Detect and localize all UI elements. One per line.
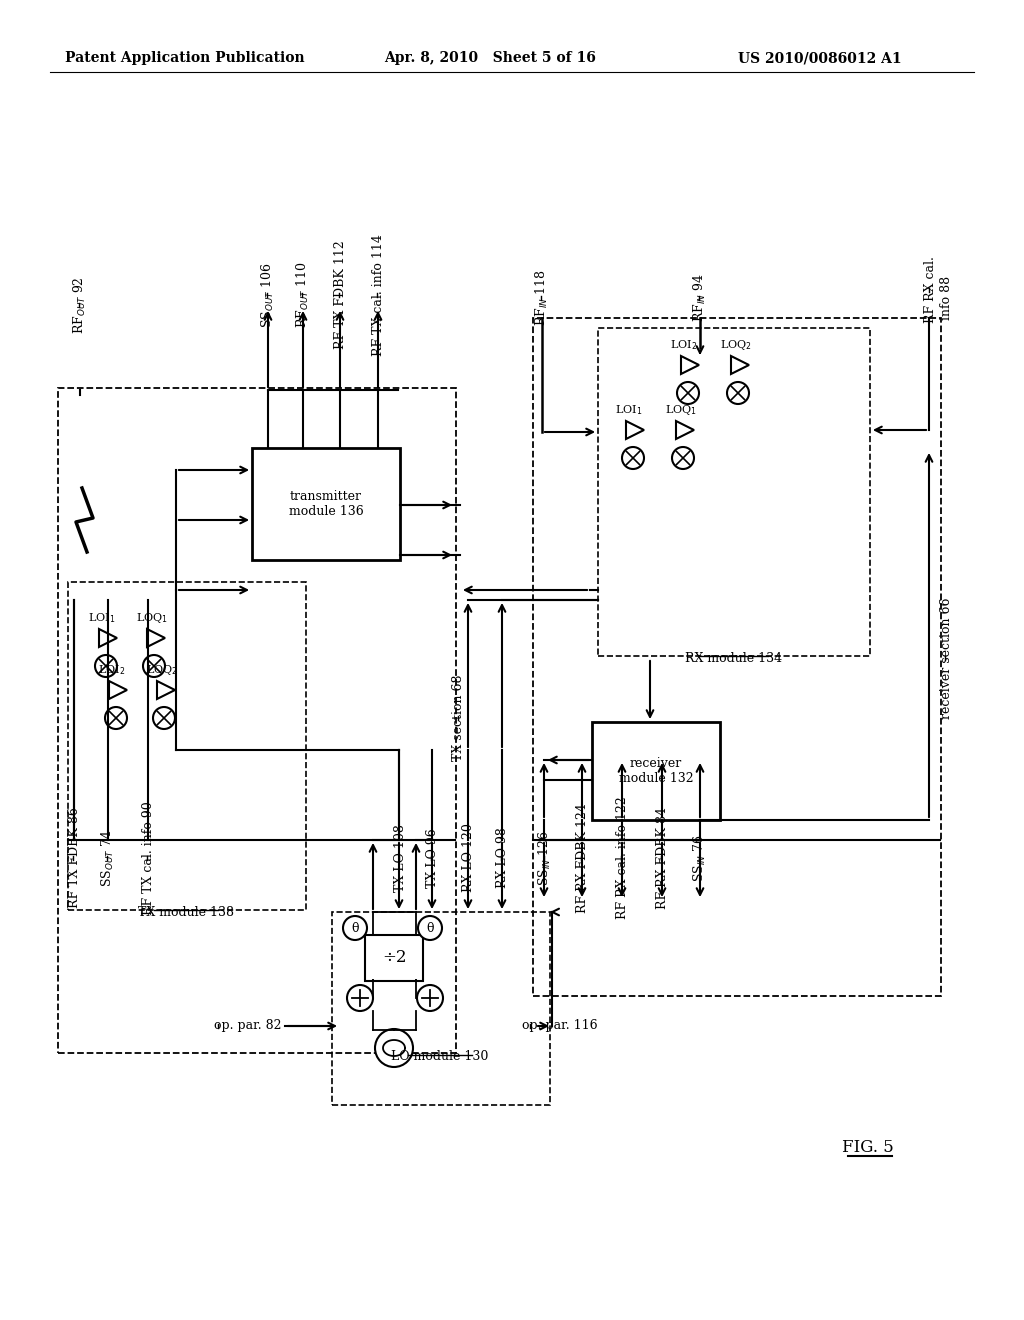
Text: RF RX FDBK 124: RF RX FDBK 124 bbox=[575, 803, 589, 913]
Text: TX section 68: TX section 68 bbox=[453, 675, 466, 762]
Text: RF TX FDBK 112: RF TX FDBK 112 bbox=[334, 240, 346, 350]
Text: SS$_{IN}$ 126: SS$_{IN}$ 126 bbox=[537, 830, 553, 886]
Text: RX LO 98: RX LO 98 bbox=[496, 828, 509, 888]
Circle shape bbox=[343, 916, 367, 940]
Text: SS$_{OUT}$ 74: SS$_{OUT}$ 74 bbox=[100, 829, 116, 887]
Bar bbox=[68, 582, 306, 909]
Text: RF$_{IN}$ 118: RF$_{IN}$ 118 bbox=[534, 269, 550, 326]
Text: RX LO 120: RX LO 120 bbox=[462, 824, 474, 892]
Circle shape bbox=[95, 655, 117, 677]
Circle shape bbox=[622, 447, 644, 469]
Text: LOQ$_2$: LOQ$_2$ bbox=[720, 338, 752, 352]
Bar bbox=[592, 722, 720, 820]
Circle shape bbox=[727, 381, 749, 404]
Text: RF RX cal.: RF RX cal. bbox=[924, 256, 937, 323]
Text: LOQ$_1$: LOQ$_1$ bbox=[665, 403, 697, 417]
Text: LO module 130: LO module 130 bbox=[391, 1051, 488, 1064]
Text: TX LO 96: TX LO 96 bbox=[426, 828, 438, 888]
Bar bbox=[332, 912, 550, 1105]
Text: RX module 134: RX module 134 bbox=[685, 652, 782, 664]
Text: info 88: info 88 bbox=[939, 276, 952, 319]
Text: TX module 138: TX module 138 bbox=[138, 906, 234, 919]
Text: op. par. 116: op. par. 116 bbox=[522, 1019, 598, 1032]
Text: RF$_{OUT}$ 92: RF$_{OUT}$ 92 bbox=[72, 276, 88, 334]
Text: transmitter
module 136: transmitter module 136 bbox=[289, 490, 364, 517]
Text: op. par. 82: op. par. 82 bbox=[214, 1019, 282, 1032]
Text: LOI$_1$: LOI$_1$ bbox=[88, 611, 116, 624]
Text: Patent Application Publication: Patent Application Publication bbox=[66, 51, 305, 65]
Circle shape bbox=[105, 708, 127, 729]
Circle shape bbox=[347, 985, 373, 1011]
Text: TX LO 108: TX LO 108 bbox=[393, 824, 407, 892]
Text: LOI$_1$: LOI$_1$ bbox=[615, 403, 643, 417]
Text: SS$_{OUT}$ 106: SS$_{OUT}$ 106 bbox=[260, 263, 276, 327]
Text: LOQ$_2$: LOQ$_2$ bbox=[146, 663, 178, 677]
Text: RF$_{IN}$ 94: RF$_{IN}$ 94 bbox=[692, 273, 708, 322]
Text: US 2010/0086012 A1: US 2010/0086012 A1 bbox=[738, 51, 902, 65]
Text: RF RX cal. info 122: RF RX cal. info 122 bbox=[615, 797, 629, 919]
Text: receiver
module 132: receiver module 132 bbox=[618, 756, 693, 785]
Circle shape bbox=[418, 916, 442, 940]
Bar bbox=[365, 935, 423, 981]
Text: RF TX cal. info 114: RF TX cal. info 114 bbox=[372, 234, 384, 356]
Text: FIG. 5: FIG. 5 bbox=[842, 1139, 894, 1156]
Text: θ: θ bbox=[426, 921, 434, 935]
Text: Apr. 8, 2010   Sheet 5 of 16: Apr. 8, 2010 Sheet 5 of 16 bbox=[384, 51, 596, 65]
Text: ÷2: ÷2 bbox=[382, 949, 407, 966]
Text: LOQ$_1$: LOQ$_1$ bbox=[136, 611, 168, 624]
Text: SS$_{IN}$ 76: SS$_{IN}$ 76 bbox=[692, 834, 708, 882]
Circle shape bbox=[153, 708, 175, 729]
Text: RF TX FDBK 86: RF TX FDBK 86 bbox=[68, 808, 81, 908]
Text: LOI$_2$: LOI$_2$ bbox=[671, 338, 697, 352]
Text: LOI$_2$: LOI$_2$ bbox=[98, 663, 126, 677]
Bar bbox=[252, 447, 400, 560]
Text: RF$_{OUT}$ 110: RF$_{OUT}$ 110 bbox=[295, 261, 311, 329]
Bar bbox=[58, 388, 456, 1053]
Text: receiver section 66: receiver section 66 bbox=[939, 597, 952, 719]
Bar bbox=[534, 318, 941, 997]
Circle shape bbox=[672, 447, 694, 469]
Bar bbox=[598, 327, 870, 656]
Text: θ: θ bbox=[351, 921, 358, 935]
Circle shape bbox=[143, 655, 165, 677]
Circle shape bbox=[677, 381, 699, 404]
Text: RF RX FDBK 84: RF RX FDBK 84 bbox=[655, 807, 669, 909]
Circle shape bbox=[417, 985, 443, 1011]
Circle shape bbox=[375, 1030, 413, 1067]
Text: RF TX cal. info 90: RF TX cal. info 90 bbox=[141, 801, 155, 915]
